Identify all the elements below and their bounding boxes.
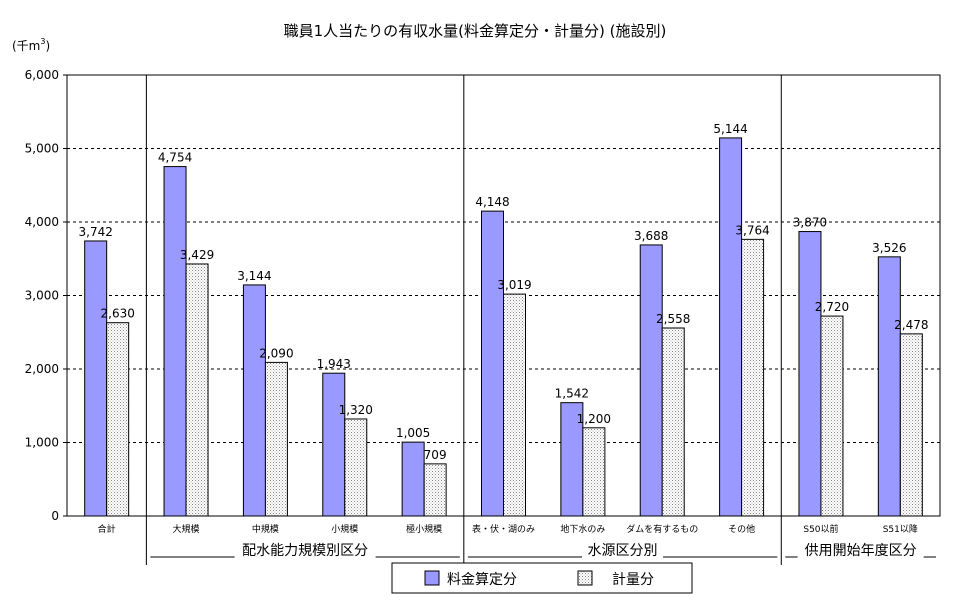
data-label: 3,764 (735, 223, 769, 237)
legend-swatch-metered (577, 570, 593, 586)
category-labels: 合計 大規模 中規模 小規模 極小規模 表・伏・湖のみ 地下水のみ ダムを有するもの その他 S5… (98, 523, 918, 535)
data-label: 709 (424, 448, 447, 462)
bar-metered (106, 322, 130, 517)
bar-rate (322, 372, 346, 517)
x-tick-label: S51以降 (883, 523, 918, 535)
data-label: 4,754 (158, 151, 192, 165)
bar-rate (798, 231, 822, 517)
data-label: 1,320 (339, 403, 373, 417)
bar-metered (582, 427, 606, 517)
bars (84, 137, 923, 517)
group-label: 水源区分別 (588, 543, 658, 559)
legend-label-metered: 計量分 (612, 572, 654, 588)
y-tick-label: 0 (51, 509, 59, 523)
y-tick-label: 1,000 (25, 436, 59, 450)
x-tick-label: 大規模 (173, 523, 200, 535)
x-tick-label: 中規模 (252, 523, 279, 535)
y-axis-unit-prefix: (千m (12, 39, 40, 53)
data-label: 2,720 (815, 300, 849, 314)
bar-metered (741, 238, 765, 517)
chart-title: 職員1人当たりの有収水量(料金算定分・計量分) (施設別) (284, 22, 667, 40)
bar-metered (423, 463, 447, 517)
data-label: 3,526 (872, 241, 906, 255)
data-label: 3,688 (634, 229, 668, 243)
x-tick-label: 表・伏・湖のみ (472, 523, 535, 535)
data-label: 3,870 (793, 216, 827, 230)
x-tick-label: その他 (728, 523, 755, 535)
group-labels: 配水能力規模別区分 水源区分別 供用開始年度区分 (150, 541, 936, 559)
group-label-bg (797, 541, 924, 559)
data-label: 1,542 (555, 387, 589, 401)
data-label: 2,478 (894, 318, 928, 332)
y-axis-ticks: 0 1,000 2,000 3,000 4,000 5,000 6,000 (25, 68, 67, 523)
bar-rate (242, 284, 266, 517)
bar-rate (719, 137, 743, 517)
data-labels: 3,742 2,630 4,754 3,429 3,144 2,090 1,943 1,320… (79, 122, 929, 462)
data-label: 2,630 (101, 307, 135, 321)
y-tick-label: 2,000 (25, 362, 59, 376)
data-label: 4,148 (475, 195, 509, 209)
bar-rate (163, 166, 187, 517)
data-label: 1,200 (577, 412, 611, 426)
group-label: 供用開始年度区分 (805, 543, 917, 559)
y-axis-unit-suffix: ) (45, 39, 50, 53)
axes (66, 74, 941, 565)
bar-metered (899, 333, 923, 517)
data-label: 3,742 (79, 225, 113, 239)
x-tick-label: 極小規模 (406, 523, 442, 535)
legend-swatch-rate (424, 570, 440, 586)
data-label: 3,429 (180, 248, 214, 262)
data-label: 3,019 (497, 278, 531, 292)
legend-label-rate: 料金算定分 (447, 572, 517, 588)
data-label: 2,090 (259, 346, 293, 360)
bar-rate (84, 240, 108, 517)
group-label: 配水能力規模別区分 (242, 543, 368, 559)
y-tick-label: 5,000 (25, 142, 59, 156)
data-label: 5,144 (713, 122, 747, 136)
legend: 料金算定分 計量分 (391, 562, 693, 594)
bar-metered (264, 361, 288, 517)
bar-rate (639, 244, 663, 517)
data-label: 1,943 (317, 357, 351, 371)
legend-box (391, 562, 693, 594)
y-tick-label: 3,000 (25, 289, 59, 303)
x-tick-label: 合計 (98, 523, 116, 535)
bar-metered (661, 327, 685, 517)
x-tick-label: 小規模 (331, 524, 358, 535)
data-label: 1,005 (396, 426, 430, 440)
x-tick-label: S50以前 (803, 523, 838, 535)
bar-metered (344, 418, 368, 517)
x-tick-label: ダムを有するもの (626, 523, 698, 535)
bar-rate (481, 210, 504, 517)
data-label: 2,558 (656, 312, 690, 326)
bar-rate (877, 256, 901, 517)
plot-frame (66, 74, 941, 517)
bar-metered (185, 263, 209, 517)
group-label-bg (234, 541, 376, 559)
bar-rate (401, 441, 425, 517)
y-tick-label: 6,000 (25, 68, 59, 82)
x-tick-label: 地下水のみ (560, 523, 605, 535)
y-axis-unit: (千m3) (12, 37, 50, 53)
bar-metered (820, 315, 844, 517)
data-label: 3,144 (237, 269, 271, 283)
y-tick-label: 4,000 (25, 215, 59, 229)
group-label-bg (582, 541, 664, 559)
y-axis-unit-sup: 3 (40, 37, 45, 46)
bar-metered (503, 293, 526, 517)
